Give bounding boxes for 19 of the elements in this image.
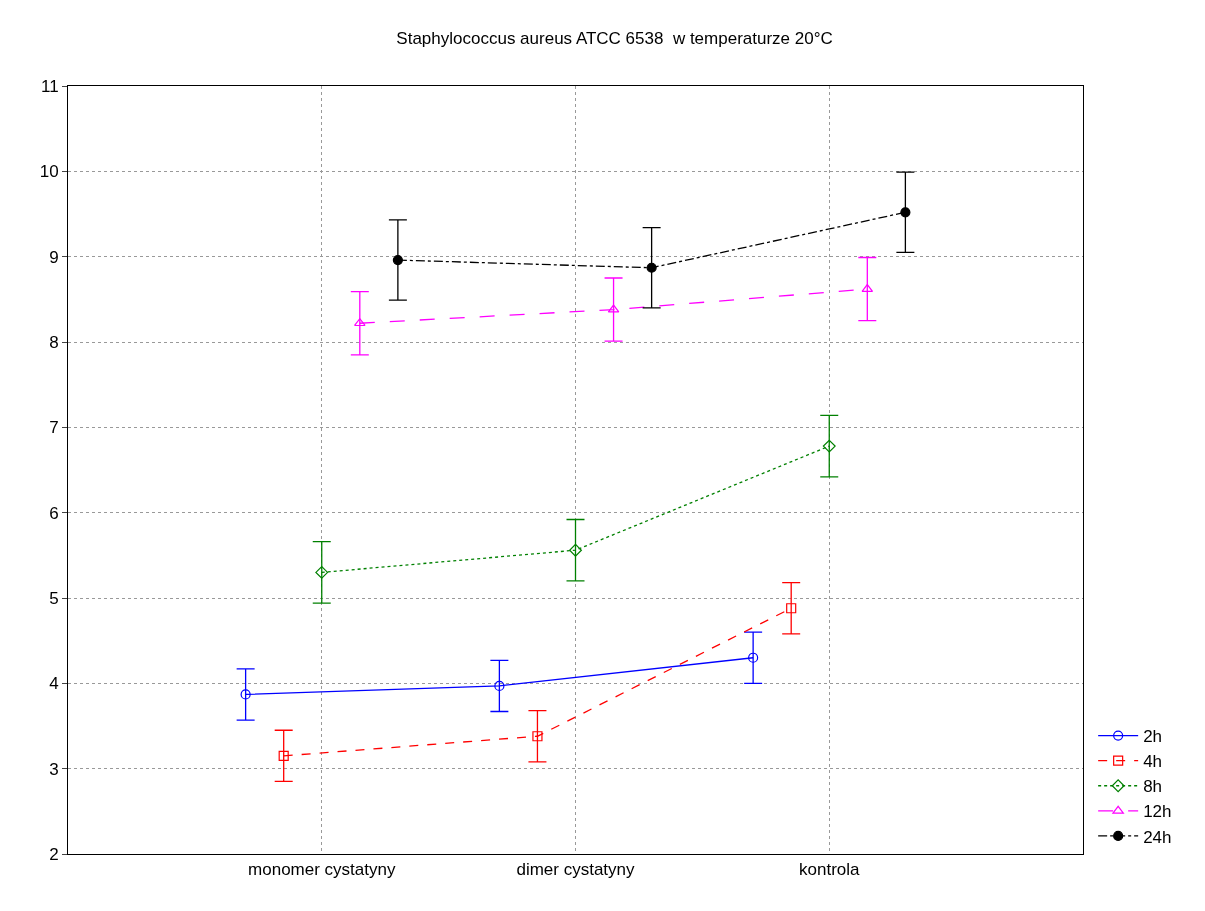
y-tick-label: 7 xyxy=(49,418,59,438)
legend-label: 8h xyxy=(1143,777,1163,797)
y-tick-label: 8 xyxy=(49,332,59,352)
legend-label: 24h xyxy=(1143,827,1172,847)
y-tick-label: 9 xyxy=(49,247,59,267)
y-tick-label: 11 xyxy=(40,76,59,96)
x-tick-label: monomer cystatyny xyxy=(248,860,396,880)
y-tick-label: 6 xyxy=(49,503,59,523)
legend-label: 12h xyxy=(1143,802,1172,822)
y-tick-label: 2 xyxy=(49,844,59,864)
x-tick-label: kontrola xyxy=(799,860,861,880)
legend-label: 2h xyxy=(1143,727,1163,747)
y-tick-label: 4 xyxy=(49,674,59,694)
x-tick-label: dimer cystatyny xyxy=(516,860,636,880)
y-tick-label: 5 xyxy=(49,588,59,608)
y-tick-label: 10 xyxy=(39,162,59,182)
y-tick-label: 3 xyxy=(49,759,59,779)
legend-label: 4h xyxy=(1143,752,1163,772)
chart-title: Staphylococcus aureus ATCC 6538 w temperaturze 20°C xyxy=(396,28,833,48)
